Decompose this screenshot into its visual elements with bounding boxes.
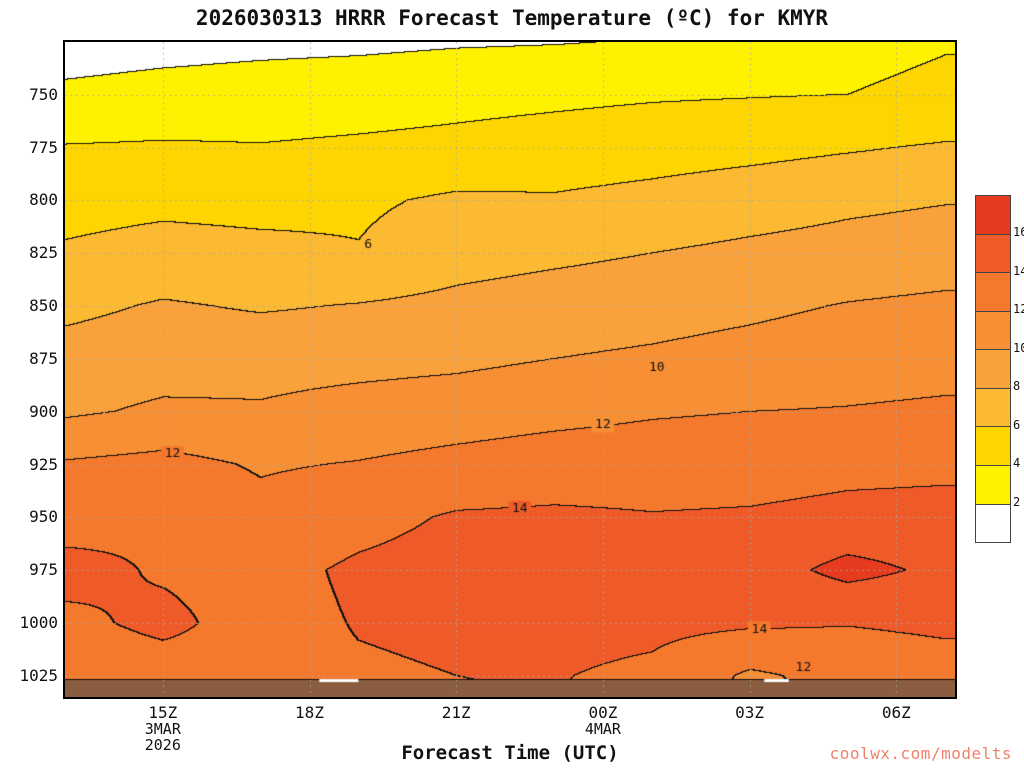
y-tick-label: 775 <box>29 137 58 157</box>
x-tick-label: 18Z <box>295 703 324 722</box>
date-sublabel: 2026 <box>144 736 181 754</box>
x-tick-label: 15Z <box>148 703 178 722</box>
colorbar-tick-label: 8 <box>1013 379 1021 394</box>
colorbar <box>975 195 1011 543</box>
colorbar-swatch <box>976 349 1010 388</box>
colorbar-swatch <box>976 272 1010 311</box>
temperature-cross-section-canvas <box>65 42 955 697</box>
colorbar-swatch <box>976 196 1010 234</box>
y-tick-label: 1000 <box>19 613 58 633</box>
x-tick-label: 00Z <box>588 703 618 722</box>
y-tick-label: 950 <box>29 507 58 527</box>
y-tick-label: 975 <box>29 560 58 580</box>
colorbar-swatch <box>976 233 1010 273</box>
x-tick-label: 03Z <box>735 703 765 722</box>
y-tick-label: 1025 <box>19 665 58 685</box>
colorbar-tick-label: 12 <box>1013 302 1024 317</box>
date-sublabel: 4MAR <box>584 720 621 738</box>
colorbar-tick-label: 14 <box>1013 263 1024 278</box>
colorbar-tick-label: 4 <box>1013 456 1021 471</box>
y-tick-label: 825 <box>29 243 58 263</box>
colorbar-swatch <box>976 464 1010 504</box>
y-tick-label: 750 <box>29 84 58 104</box>
date-sublabel: 3MAR <box>144 720 181 738</box>
colorbar-swatch <box>976 426 1010 465</box>
plot-area <box>63 40 957 699</box>
colorbar-tick-label: 2 <box>1013 494 1021 509</box>
y-tick-label: 800 <box>29 190 58 210</box>
colorbar-tick-label: 10 <box>1013 340 1024 355</box>
chart-title: 2026030313 HRRR Forecast Temperature (ºC… <box>195 6 829 30</box>
watermark-link: coolwx.com/modelts <box>829 744 1012 763</box>
colorbar-swatch <box>976 503 1010 543</box>
colorbar-swatch <box>976 310 1010 350</box>
x-axis-title: Forecast Time (UTC) <box>401 742 619 764</box>
y-tick-label: 925 <box>29 454 58 474</box>
colorbar-tick-label: 16 <box>1013 225 1024 240</box>
x-tick-label: 21Z <box>441 703 471 722</box>
x-tick-label: 06Z <box>881 703 911 722</box>
colorbar-swatch <box>976 387 1010 427</box>
y-tick-label: 900 <box>29 401 58 421</box>
colorbar-tick-label: 6 <box>1013 417 1021 432</box>
y-tick-label: 850 <box>29 296 58 316</box>
y-tick-label: 875 <box>29 348 58 368</box>
